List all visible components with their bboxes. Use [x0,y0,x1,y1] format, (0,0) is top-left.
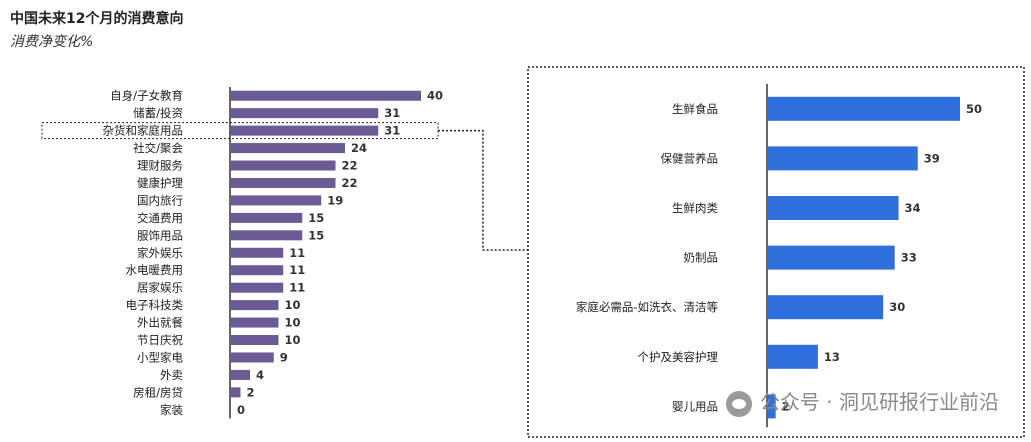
left-value-label: 22 [342,176,358,190]
left-value-label: 9 [280,350,288,364]
right-category-label: 生鲜肉类 [672,201,718,215]
left-bar [231,300,279,311]
left-bar [231,90,421,101]
chart-title: 中国未来12个月的消费意向 [10,11,184,27]
left-category-label: 房租/房贷 [133,385,183,399]
right-category-label: 保健营养品 [661,151,719,165]
left-bar [231,247,284,258]
left-bar [231,369,250,380]
left-category-label: 杂货和家庭用品 [103,124,184,138]
left-category-label: 家外娱乐 [137,246,183,260]
right-bar [768,196,899,220]
right-value-label: 13 [824,350,840,364]
right-value-label: 50 [966,102,982,116]
right-value-label: 39 [924,151,940,165]
left-value-label: 15 [308,228,324,242]
left-value-label: 0 [237,403,245,417]
left-bar [231,195,322,206]
left-category-label: 储蓄/投资 [133,106,183,120]
left-value-label: 40 [427,89,443,103]
right-bar [768,96,960,121]
left-bar [231,160,336,171]
right-bar [768,394,776,419]
left-bar [231,317,279,328]
left-category-label: 家装 [160,403,183,417]
right-category-label: 生鲜食品 [672,102,718,116]
left-value-label: 24 [351,141,367,155]
left-category-label: 外出就餐 [137,316,183,330]
left-category-label: 健康护理 [137,176,183,190]
right-value-label: 34 [905,201,921,215]
right-category-label: 个护及美容护理 [638,350,719,364]
left-category-label: 电子科技类 [126,298,184,312]
right-bar [768,146,918,171]
left-category-label: 小型家电 [137,350,183,364]
left-bar [231,230,303,241]
left-value-label: 31 [384,124,400,138]
left-value-label: 10 [285,298,301,312]
left-category-label: 国内旅行 [137,193,183,207]
connector-line [438,129,528,251]
left-value-label: 22 [342,159,358,173]
wechat-icon [725,390,752,417]
watermark: 公众号 · 洞见研报行业前沿 [725,386,999,417]
right-category-label: 家庭必需品-如洗衣、清洁等 [576,300,718,314]
left-category-label: 社交/聚会 [133,141,183,155]
left-bar [231,282,284,293]
left-bar [231,265,284,276]
left-bar [231,177,336,188]
left-value-label: 10 [285,316,301,330]
left-value-label: 4 [256,368,264,382]
left-category-label: 交通费用 [137,211,183,225]
chart-subtitle: 消费净变化% [10,34,94,50]
left-value-label: 2 [247,385,255,399]
left-category-label: 自身/子女教育 [110,89,183,103]
detail-panel-border [527,66,1025,438]
left-value-label: 10 [285,333,301,347]
left-value-label: 31 [384,106,400,120]
left-bar [231,143,345,154]
left-value-label: 19 [327,193,343,207]
right-value-label: 2 [782,399,790,413]
left-value-label: 15 [308,211,324,225]
left-category-label: 水电暖费用 [126,263,184,277]
left-value-label: 11 [289,263,305,277]
left-category-label: 理财服务 [137,159,183,173]
right-value-label: 30 [889,300,905,314]
left-bar [231,335,279,346]
left-bar [231,212,303,223]
highlight-connector [438,129,528,251]
right-category-label: 奶制品 [684,251,719,265]
right-bar [768,344,818,369]
left-category-label: 节日庆祝 [137,333,183,347]
right-bar-chart: 生鲜食品 50 保健营养品 39 生鲜肉类 34 奶制品 33 家庭必需品-如洗衣、清洁等 30 个… [527,66,1025,438]
right-value-label: 33 [901,251,917,265]
left-bar [231,352,274,363]
left-category-label: 居家娱乐 [137,281,183,295]
left-bar [231,125,379,136]
left-bar [231,387,241,398]
left-value-label: 11 [289,281,305,295]
left-category-label: 服饰用品 [137,228,183,242]
right-bar [768,245,895,270]
left-category-label: 外卖 [160,368,183,382]
right-bar [768,295,884,320]
watermark-text: 公众号 · 洞见研报行业前沿 [759,390,999,414]
right-category-label: 婴儿用品 [672,399,718,413]
left-value-label: 11 [289,246,305,260]
left-bar [231,108,379,119]
